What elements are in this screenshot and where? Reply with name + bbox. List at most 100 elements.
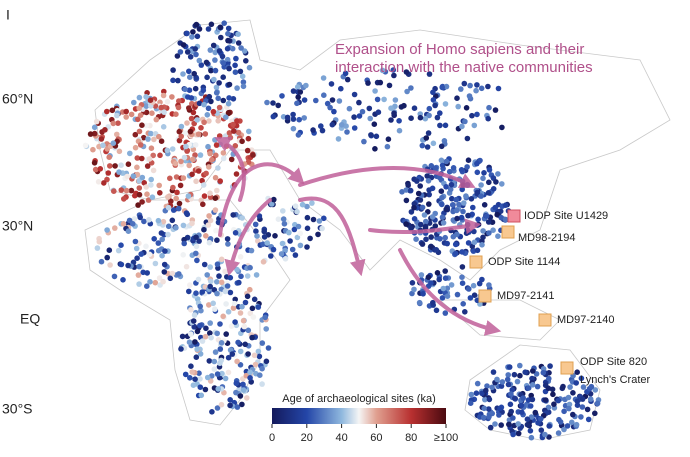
site-dot xyxy=(253,272,260,278)
site-dot xyxy=(238,45,244,51)
site-dot xyxy=(299,201,306,208)
site-dot xyxy=(295,223,302,230)
site-dot xyxy=(465,240,472,246)
site-dot xyxy=(440,220,447,226)
site-dot xyxy=(474,111,480,118)
site-dot xyxy=(133,245,140,252)
site-dot xyxy=(227,402,233,409)
site-dot xyxy=(460,301,467,307)
site-dot xyxy=(187,282,193,288)
site-dot xyxy=(187,375,193,381)
site-dot xyxy=(399,189,405,195)
site-dot xyxy=(102,127,108,133)
site-dot xyxy=(538,416,544,422)
site-dot xyxy=(459,186,466,193)
site-dot xyxy=(218,401,225,408)
site-dot xyxy=(144,163,151,169)
site-dot xyxy=(140,134,147,141)
site-dot xyxy=(207,150,213,157)
site-dot xyxy=(164,147,171,154)
site-dot xyxy=(135,272,142,278)
site-dot xyxy=(439,84,446,91)
site-dot xyxy=(143,122,150,129)
site-dot xyxy=(249,334,255,341)
site-dot xyxy=(592,410,598,417)
site-dot xyxy=(481,202,488,208)
site-dot xyxy=(193,51,199,58)
site-dot xyxy=(411,216,418,222)
site-dot xyxy=(430,97,437,103)
site-dot xyxy=(149,110,155,116)
site-dot xyxy=(592,387,599,393)
site-dot xyxy=(309,200,315,206)
site-dot xyxy=(494,211,501,218)
site-dot xyxy=(233,389,239,396)
site-dot xyxy=(180,71,186,77)
site-dot xyxy=(458,167,465,173)
site-dot xyxy=(450,165,457,171)
site-dot xyxy=(444,240,451,247)
site-dot xyxy=(419,142,426,149)
site-dot xyxy=(160,124,167,130)
site-dot xyxy=(220,97,227,104)
site-dot xyxy=(365,80,371,86)
site-dot xyxy=(198,392,205,399)
site-dot xyxy=(247,286,253,293)
site-dot xyxy=(145,136,151,142)
site-dot xyxy=(275,102,282,109)
site-dot xyxy=(221,20,227,27)
site-dot xyxy=(244,273,251,279)
site-dot xyxy=(208,98,214,105)
site-dot xyxy=(290,111,296,118)
site-dot xyxy=(118,187,125,193)
site-dot xyxy=(112,163,118,169)
colorbar-title: Age of archaeological sites (ka) xyxy=(282,393,435,405)
site-dot xyxy=(240,387,247,393)
site-dot xyxy=(202,131,209,137)
site-dot xyxy=(132,131,139,138)
site-dot xyxy=(386,82,393,89)
site-dot xyxy=(188,307,194,313)
site-dot xyxy=(310,127,316,133)
site-dot xyxy=(321,92,327,98)
site-dot xyxy=(418,272,425,278)
site-dot xyxy=(194,328,201,335)
site-dot xyxy=(161,88,167,95)
site-dot xyxy=(483,387,489,394)
title-line: interaction with the native communities xyxy=(335,59,593,76)
site-dot xyxy=(462,118,468,125)
site-dot xyxy=(458,214,465,221)
site-dot xyxy=(125,262,131,269)
site-dot xyxy=(284,114,291,121)
site-dot xyxy=(587,396,594,402)
site-dot xyxy=(197,322,203,329)
site-dot xyxy=(242,299,249,306)
site-dot xyxy=(585,416,592,423)
site-dot xyxy=(417,114,424,121)
site-dot xyxy=(437,122,443,129)
site-dot xyxy=(156,133,162,140)
site-dot xyxy=(530,368,536,374)
site-dot xyxy=(252,361,259,368)
site-dot xyxy=(469,211,476,218)
site-dot xyxy=(192,85,199,92)
site-dot xyxy=(174,53,181,59)
site-dot xyxy=(173,195,179,202)
site-dot xyxy=(408,115,414,121)
site-label: ODP Site 1144 xyxy=(488,256,560,268)
site-dot xyxy=(256,353,263,360)
site-dot xyxy=(279,93,285,99)
site-dot xyxy=(234,358,240,365)
site-dot xyxy=(239,138,245,145)
site-dot xyxy=(485,190,492,196)
site-dot xyxy=(196,100,203,107)
site-dot xyxy=(279,240,286,247)
site-dot xyxy=(416,299,423,306)
site-dot xyxy=(468,391,475,398)
site-dot xyxy=(190,156,196,163)
site-dot xyxy=(199,177,205,184)
site-dot xyxy=(199,289,206,295)
site-dot xyxy=(478,182,484,188)
site-dot xyxy=(442,275,449,282)
title-line: Expansion of Homo sapiens and their xyxy=(335,41,584,58)
